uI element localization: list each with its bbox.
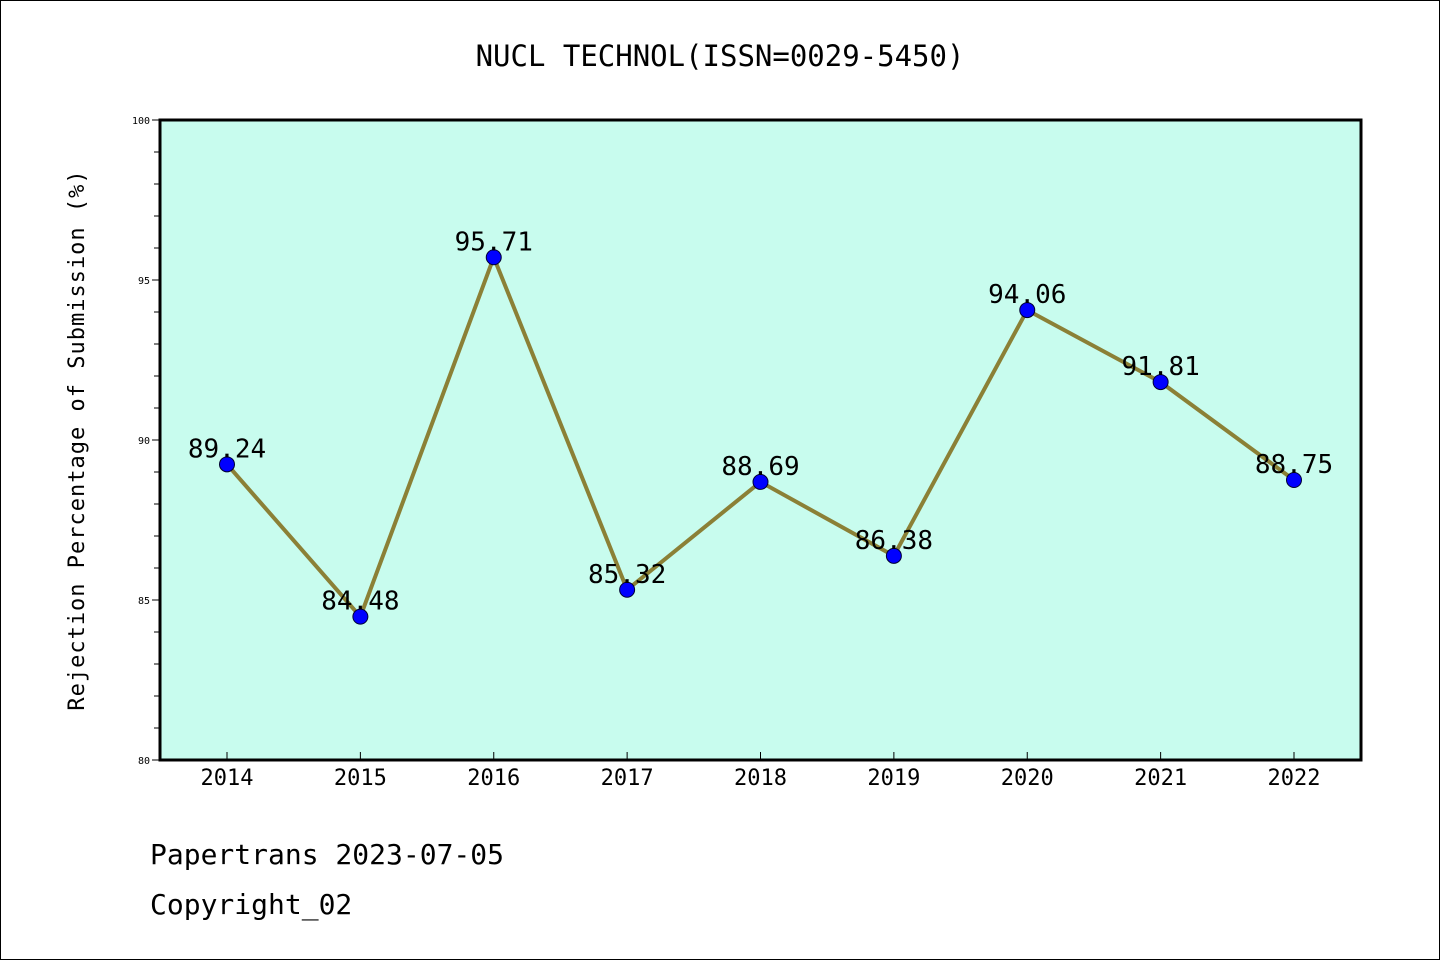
data-point xyxy=(219,456,235,473)
data-point xyxy=(885,547,902,564)
x-tick-label: 2022 xyxy=(1268,766,1321,791)
x-tick-label: 2014 xyxy=(201,766,254,791)
x-tick-label: 2016 xyxy=(467,766,520,791)
y-tick-label: 90 xyxy=(138,436,150,447)
data-label: 94.06 xyxy=(988,280,1066,310)
data-label: 91.81 xyxy=(1121,352,1199,382)
data-point xyxy=(1152,374,1169,391)
data-label: 88.69 xyxy=(721,452,799,482)
data-label: 85.32 xyxy=(588,560,666,590)
x-tick-label: 2015 xyxy=(334,766,387,791)
data-point xyxy=(1019,302,1036,319)
y-tick-label: 100 xyxy=(132,116,150,127)
y-axis-label: Rejection Percentage of Submission (%) xyxy=(65,169,90,710)
y-tick-label: 85 xyxy=(138,596,150,607)
x-tick-label: 2019 xyxy=(867,766,920,791)
x-tick-label: 2021 xyxy=(1134,766,1187,791)
data-point xyxy=(619,581,636,598)
data-label: 88.75 xyxy=(1255,450,1333,480)
data-label: 86.38 xyxy=(855,526,933,556)
copyright-footer: Copyright_02 xyxy=(150,888,352,922)
x-tick-label: 2017 xyxy=(601,766,654,791)
y-tick-label: 95 xyxy=(138,276,150,287)
y-tick-label: 80 xyxy=(138,756,150,767)
x-tick-label: 2018 xyxy=(734,766,787,791)
data-label: 84.48 xyxy=(321,587,399,617)
data-point xyxy=(485,249,502,266)
data-label: 89.24 xyxy=(188,434,266,464)
data-point xyxy=(352,608,369,625)
chart-title: NUCL TECHNOL(ISSN=0029-5450) xyxy=(476,39,965,73)
source-footer: Papertrans 2023-07-05 xyxy=(150,838,504,871)
data-label: 95.71 xyxy=(455,227,533,257)
x-tick-label: 2020 xyxy=(1001,766,1054,791)
plot-area xyxy=(158,118,1363,762)
data-point xyxy=(752,473,769,490)
data-point xyxy=(1286,472,1302,488)
